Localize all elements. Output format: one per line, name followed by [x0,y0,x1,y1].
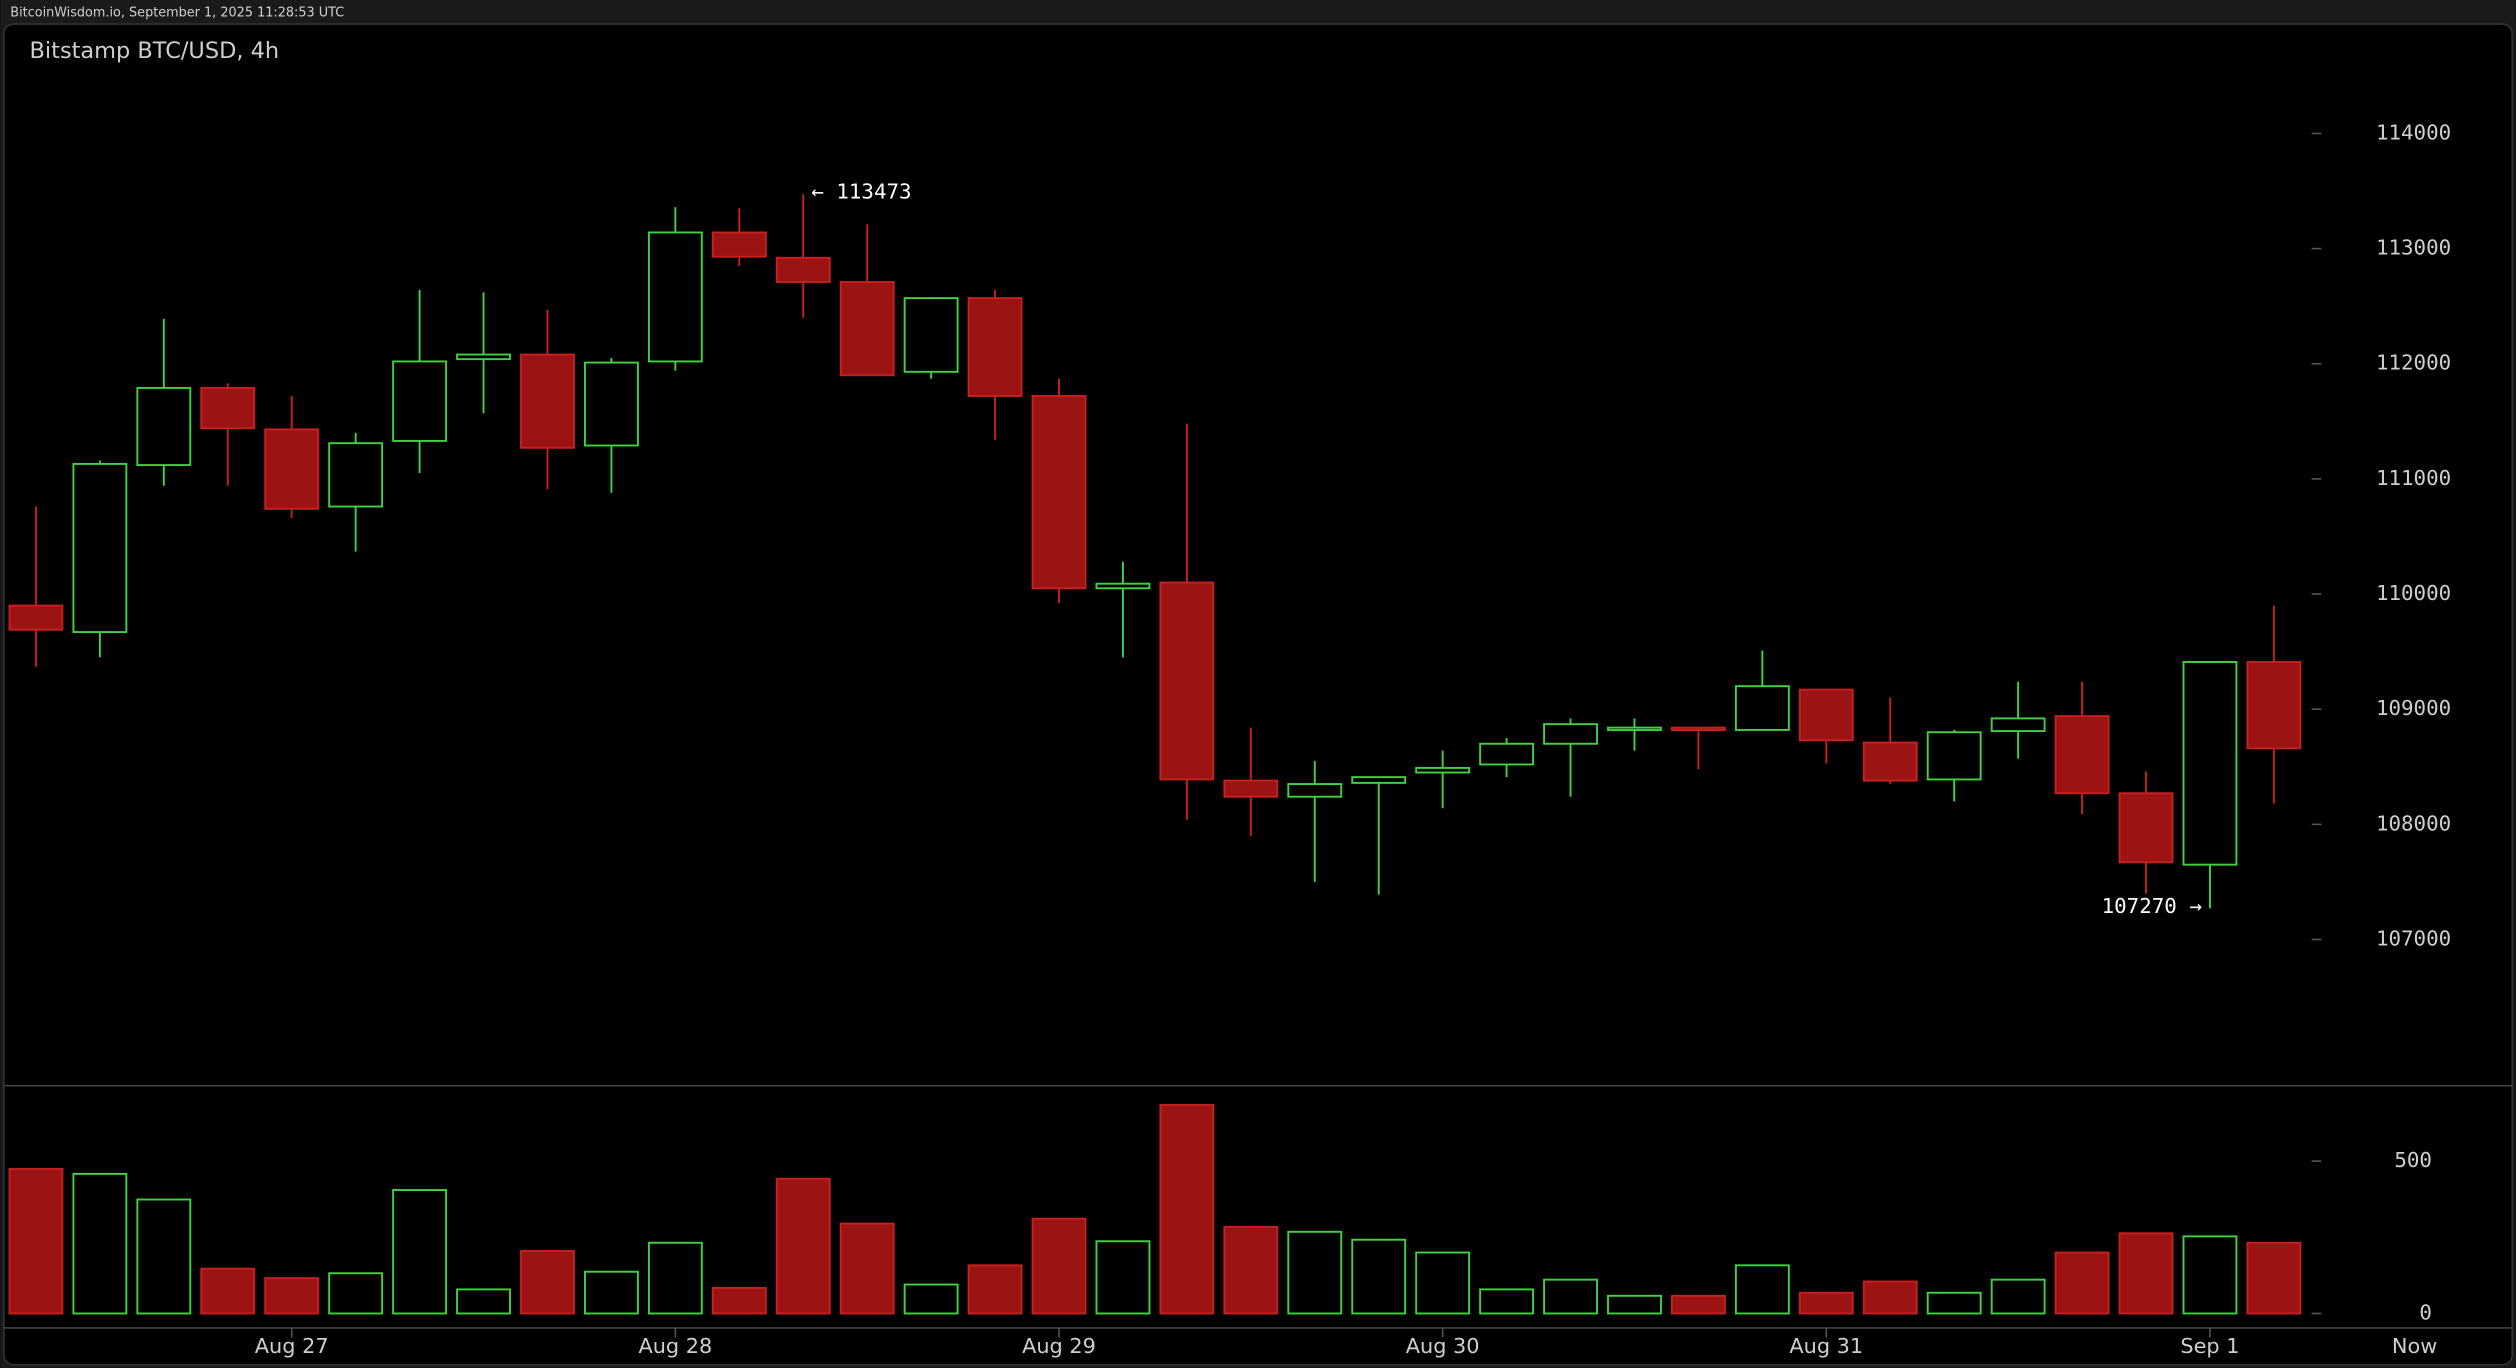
candle-body [520,353,575,449]
candle-body [1287,783,1343,798]
y-tick-label: 109000 [2376,696,2451,720]
x-tick-label: Sep 1 [2180,1334,2239,1358]
volume-bar [1926,1291,1982,1315]
candle-body [1351,776,1407,784]
candle-body [392,360,448,442]
x-tick-label: Aug 29 [1022,1334,1096,1358]
volume-bar [328,1272,384,1315]
candle-body [1798,688,1854,742]
volume-bar [520,1250,575,1315]
volume-bar [1734,1264,1790,1315]
y-tick-label: 113000 [2376,236,2451,260]
candle-body [967,297,1023,397]
x-tick-label: Aug 31 [1789,1334,1863,1358]
y-tick-label: 114000 [2376,120,2451,144]
candle-body [2246,661,2302,750]
volume-bar [839,1222,895,1315]
x-tick-label: Aug 28 [638,1334,712,1358]
candle-body [1543,723,1598,745]
volume-bar [903,1283,959,1315]
chart-title: Bitstamp BTC/USD, 4h [30,38,280,64]
candle-body [1159,581,1215,781]
volume-bar [2246,1241,2302,1315]
candle-body [1223,779,1279,798]
chart-panel [3,23,2513,1366]
volume-bar [2182,1235,2238,1315]
volume-bar [1223,1225,1279,1315]
volume-bar [1415,1251,1471,1315]
volume-bar [775,1177,831,1315]
volume-bar [1287,1230,1343,1315]
candle-body [456,353,511,361]
volume-bar [1095,1240,1151,1315]
y-tick-label: 108000 [2376,811,2451,835]
volume-bar [8,1168,64,1315]
candle-body [1095,582,1151,590]
volume-bar [1479,1288,1535,1315]
volume-bar [583,1270,639,1315]
volume-bar [392,1189,448,1315]
candle-body [2182,661,2238,866]
candle-body [903,297,959,373]
volume-bar [1543,1278,1598,1315]
candle-body [1990,717,2046,733]
volume-tick-label: 0 [2419,1300,2432,1324]
volume-bar [647,1241,703,1315]
volume-bar [1990,1278,2046,1315]
y-tick-label: 111000 [2376,466,2451,490]
volume-bar [1798,1291,1854,1315]
volume-bar [2054,1251,2110,1315]
candle-body [1670,726,1726,731]
price-annotation: 107270 → [2102,894,2202,918]
candle-body [2118,792,2174,864]
volume-bar [1607,1294,1662,1315]
volume-bar [1670,1294,1726,1315]
volume-bar [456,1288,511,1315]
volume-bar [2118,1232,2174,1315]
x-tick-label: Aug 30 [1406,1334,1480,1358]
candle-body [200,386,256,430]
candle-body [328,442,384,508]
candle-body [647,231,703,363]
volume-bar [1031,1217,1087,1315]
volume-bar [264,1277,320,1315]
source-label: BitcoinWisdom.io, September 1, 2025 11:2… [10,5,344,20]
candle-body [1926,731,1982,781]
volume-bar [1159,1104,1215,1315]
volume-bar [1862,1280,1918,1315]
candle-body [1734,685,1790,731]
y-tick-label: 112000 [2376,351,2451,375]
candle-body [711,231,767,258]
candle-body [1607,726,1662,731]
candle-body [583,361,639,447]
candle-body [839,281,895,377]
price-annotation: ← 113473 [811,180,911,204]
volume-tick-label: 500 [2394,1148,2432,1172]
candle-body [1415,766,1471,774]
volume-bar [200,1267,256,1315]
volume-bar [1351,1238,1407,1315]
volume-bar [967,1264,1023,1315]
x-tick-label: Aug 27 [255,1334,329,1358]
candle-body [775,256,831,283]
candle-body [2054,715,2110,795]
volume-bar [72,1172,128,1315]
candle-body [1031,395,1087,590]
y-tick-label: 110000 [2376,581,2451,605]
candle-body [264,428,320,510]
volume-bar [136,1198,192,1315]
now-label: Now [2392,1334,2437,1358]
volume-bar [711,1286,767,1315]
candle-body [1862,741,1918,782]
candle-body [1479,742,1535,766]
candle-body [136,386,192,467]
y-tick-label: 107000 [2376,926,2451,950]
candle-body [72,462,128,634]
candle-body [8,604,64,631]
